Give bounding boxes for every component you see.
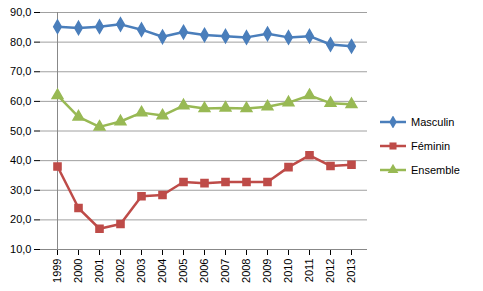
html-text:Ensemble: Ensemble <box>411 163 460 176</box>
svg-text:60,0: 60,0 <box>10 95 31 107</box>
svg-text:2003: 2003 <box>135 259 147 283</box>
svg-text:2008: 2008 <box>240 259 252 283</box>
svg-text:2012: 2012 <box>324 259 336 283</box>
svg-text:2006: 2006 <box>198 259 210 283</box>
svg-text:2010: 2010 <box>282 259 294 283</box>
svg-text:2013: 2013 <box>345 259 357 283</box>
svg-text:80,0: 80,0 <box>10 36 31 48</box>
svg-text:2001: 2001 <box>93 259 105 283</box>
svg-text:1999: 1999 <box>51 259 63 283</box>
svg-text:2011: 2011 <box>303 259 315 283</box>
svg-text:2005: 2005 <box>177 259 189 283</box>
html-text:Masculin: Masculin <box>411 115 455 128</box>
html-text:Féminin: Féminin <box>411 139 451 152</box>
svg-text:70,0: 70,0 <box>10 65 31 77</box>
svg-text:50,0: 50,0 <box>10 125 31 137</box>
svg-text:2007: 2007 <box>219 259 231 283</box>
svg-text:20,0: 20,0 <box>10 213 31 225</box>
svg-text:2000: 2000 <box>72 259 84 283</box>
svg-text:40,0: 40,0 <box>10 154 31 166</box>
svg-text:10,0: 10,0 <box>10 243 31 255</box>
svg-text:90,0: 90,0 <box>10 6 31 18</box>
svg-text:2009: 2009 <box>261 259 273 283</box>
svg-text:30,0: 30,0 <box>10 184 31 196</box>
svg-text:2004: 2004 <box>156 259 168 283</box>
svg-text:2002: 2002 <box>114 259 126 283</box>
